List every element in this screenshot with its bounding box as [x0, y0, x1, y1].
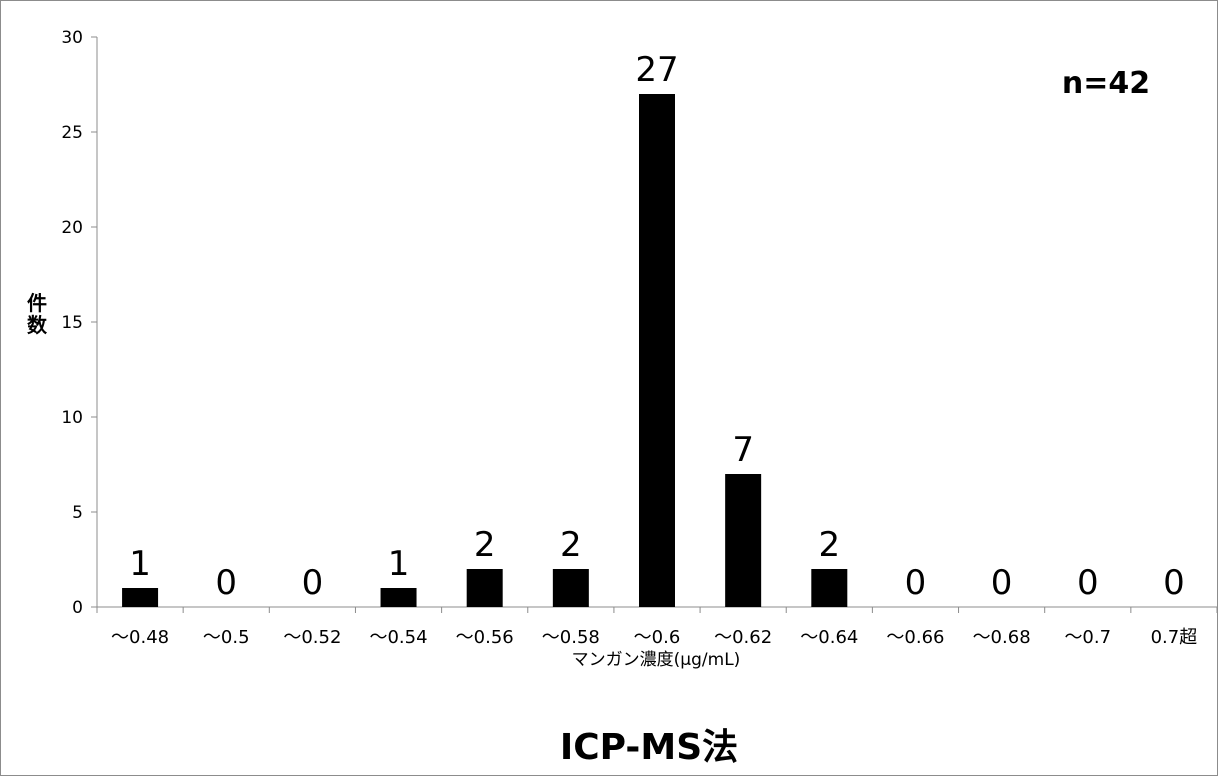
data-label: 27: [635, 50, 678, 90]
bar: [552, 569, 589, 607]
bar: [725, 474, 762, 607]
bar: [639, 94, 675, 607]
sample-size-annotation: n=42: [1062, 66, 1150, 101]
bar: [122, 588, 159, 607]
x-tick-label: ～0.68: [973, 627, 1031, 648]
x-tick-label: ～0.56: [456, 627, 514, 648]
data-label: 7: [732, 430, 754, 470]
data-label: 2: [474, 525, 496, 565]
data-label: 2: [560, 525, 582, 565]
data-label: 0: [991, 563, 1013, 603]
y-tick-label: 15: [61, 313, 83, 333]
chart-title: ICP-MS法: [560, 727, 738, 768]
x-tick-label: ～0.6: [634, 627, 681, 648]
bars: [122, 94, 848, 607]
x-axis: ～0.48 ～0.5 ～0.52 ～0.54 ～0.56 ～0.58 ～0.6 ～0.62 ～0…: [96, 606, 1218, 648]
y-tick-label: 20: [61, 218, 83, 238]
x-tick-label: ～0.58: [542, 627, 600, 648]
y-axis: 0 5 10 15 20 25 30: [61, 28, 98, 618]
data-label: 0: [1077, 563, 1099, 603]
y-tick-label: 30: [61, 28, 83, 48]
y-tick-label: 10: [61, 408, 83, 428]
x-tick-label: ～0.52: [283, 627, 341, 648]
data-label: 0: [215, 563, 237, 603]
data-label: 2: [818, 525, 840, 565]
x-tick-label: ～0.62: [714, 627, 772, 648]
data-label: 1: [129, 544, 151, 584]
x-tick-label: ～0.7: [1064, 627, 1111, 648]
x-axis-label: マンガン濃度(μg/mL): [572, 650, 741, 670]
data-label: 0: [1163, 563, 1185, 603]
y-axis-label: 件数: [27, 291, 48, 337]
bar: [466, 569, 503, 607]
data-label: 1: [388, 544, 410, 584]
data-labels: 1 0 0 1 2 2 27 7 2 0 0 0 0: [129, 50, 1184, 603]
x-tick-label: ～0.66: [886, 627, 944, 648]
y-tick-label: 25: [61, 123, 83, 143]
x-tick-label: ～0.54: [369, 627, 427, 648]
bar: [380, 588, 417, 607]
data-label: 0: [905, 563, 927, 603]
data-label: 0: [302, 563, 324, 603]
y-tick-label: 5: [72, 503, 83, 523]
x-tick-label: 0.7超: [1151, 627, 1198, 648]
x-tick-label: ～0.5: [203, 627, 250, 648]
y-tick-label: 0: [72, 598, 83, 618]
x-tick-label: ～0.64: [800, 627, 858, 648]
x-tick-label: ～0.48: [111, 627, 169, 648]
bar: [811, 569, 848, 607]
